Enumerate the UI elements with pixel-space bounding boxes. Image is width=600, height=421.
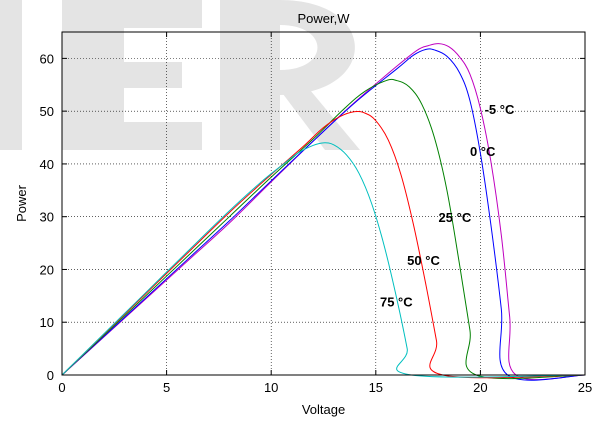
- plot-area: [62, 32, 585, 375]
- watermark: [0, 0, 360, 150]
- y-tick-label: 20: [40, 262, 54, 277]
- x-tick-label: 15: [369, 380, 383, 395]
- y-axis-label: Power: [14, 184, 29, 222]
- y-tick-label: 50: [40, 104, 54, 119]
- x-axis-label: Voltage: [302, 402, 345, 417]
- y-tick-label: 0: [47, 368, 54, 383]
- series-label: 75 °C: [380, 294, 413, 309]
- series-line: [61, 48, 586, 381]
- y-tick-label: 60: [40, 51, 54, 66]
- series-line: [61, 78, 586, 380]
- curves: [61, 43, 586, 381]
- y-tick-label: 10: [40, 315, 54, 330]
- series-line: [61, 110, 586, 379]
- y-tick-label: 40: [40, 157, 54, 172]
- x-tick-label: 25: [578, 380, 592, 395]
- series-line: [61, 43, 586, 381]
- x-tick-label: 10: [264, 380, 278, 395]
- grid-lines: [62, 32, 585, 375]
- series-line: [61, 142, 586, 378]
- x-tick-label: 0: [58, 380, 65, 395]
- plot-frame: [61, 31, 586, 376]
- axis-ticks: 0 5 10 15 20 25 0 10 20 30 40 50 60: [40, 32, 592, 395]
- series-label: 50 °C: [407, 253, 440, 268]
- chart-title: Power,W: [297, 11, 350, 26]
- x-tick-label: 5: [163, 380, 170, 395]
- x-tick-label: 20: [473, 380, 487, 395]
- curve-labels: -5 °C 0 °C 25 °C 50 °C 75 °C: [380, 102, 515, 310]
- series-label: 25 °C: [439, 210, 472, 225]
- y-tick-label: 30: [40, 210, 54, 225]
- series-label: -5 °C: [485, 102, 515, 117]
- series-label: 0 °C: [470, 144, 496, 159]
